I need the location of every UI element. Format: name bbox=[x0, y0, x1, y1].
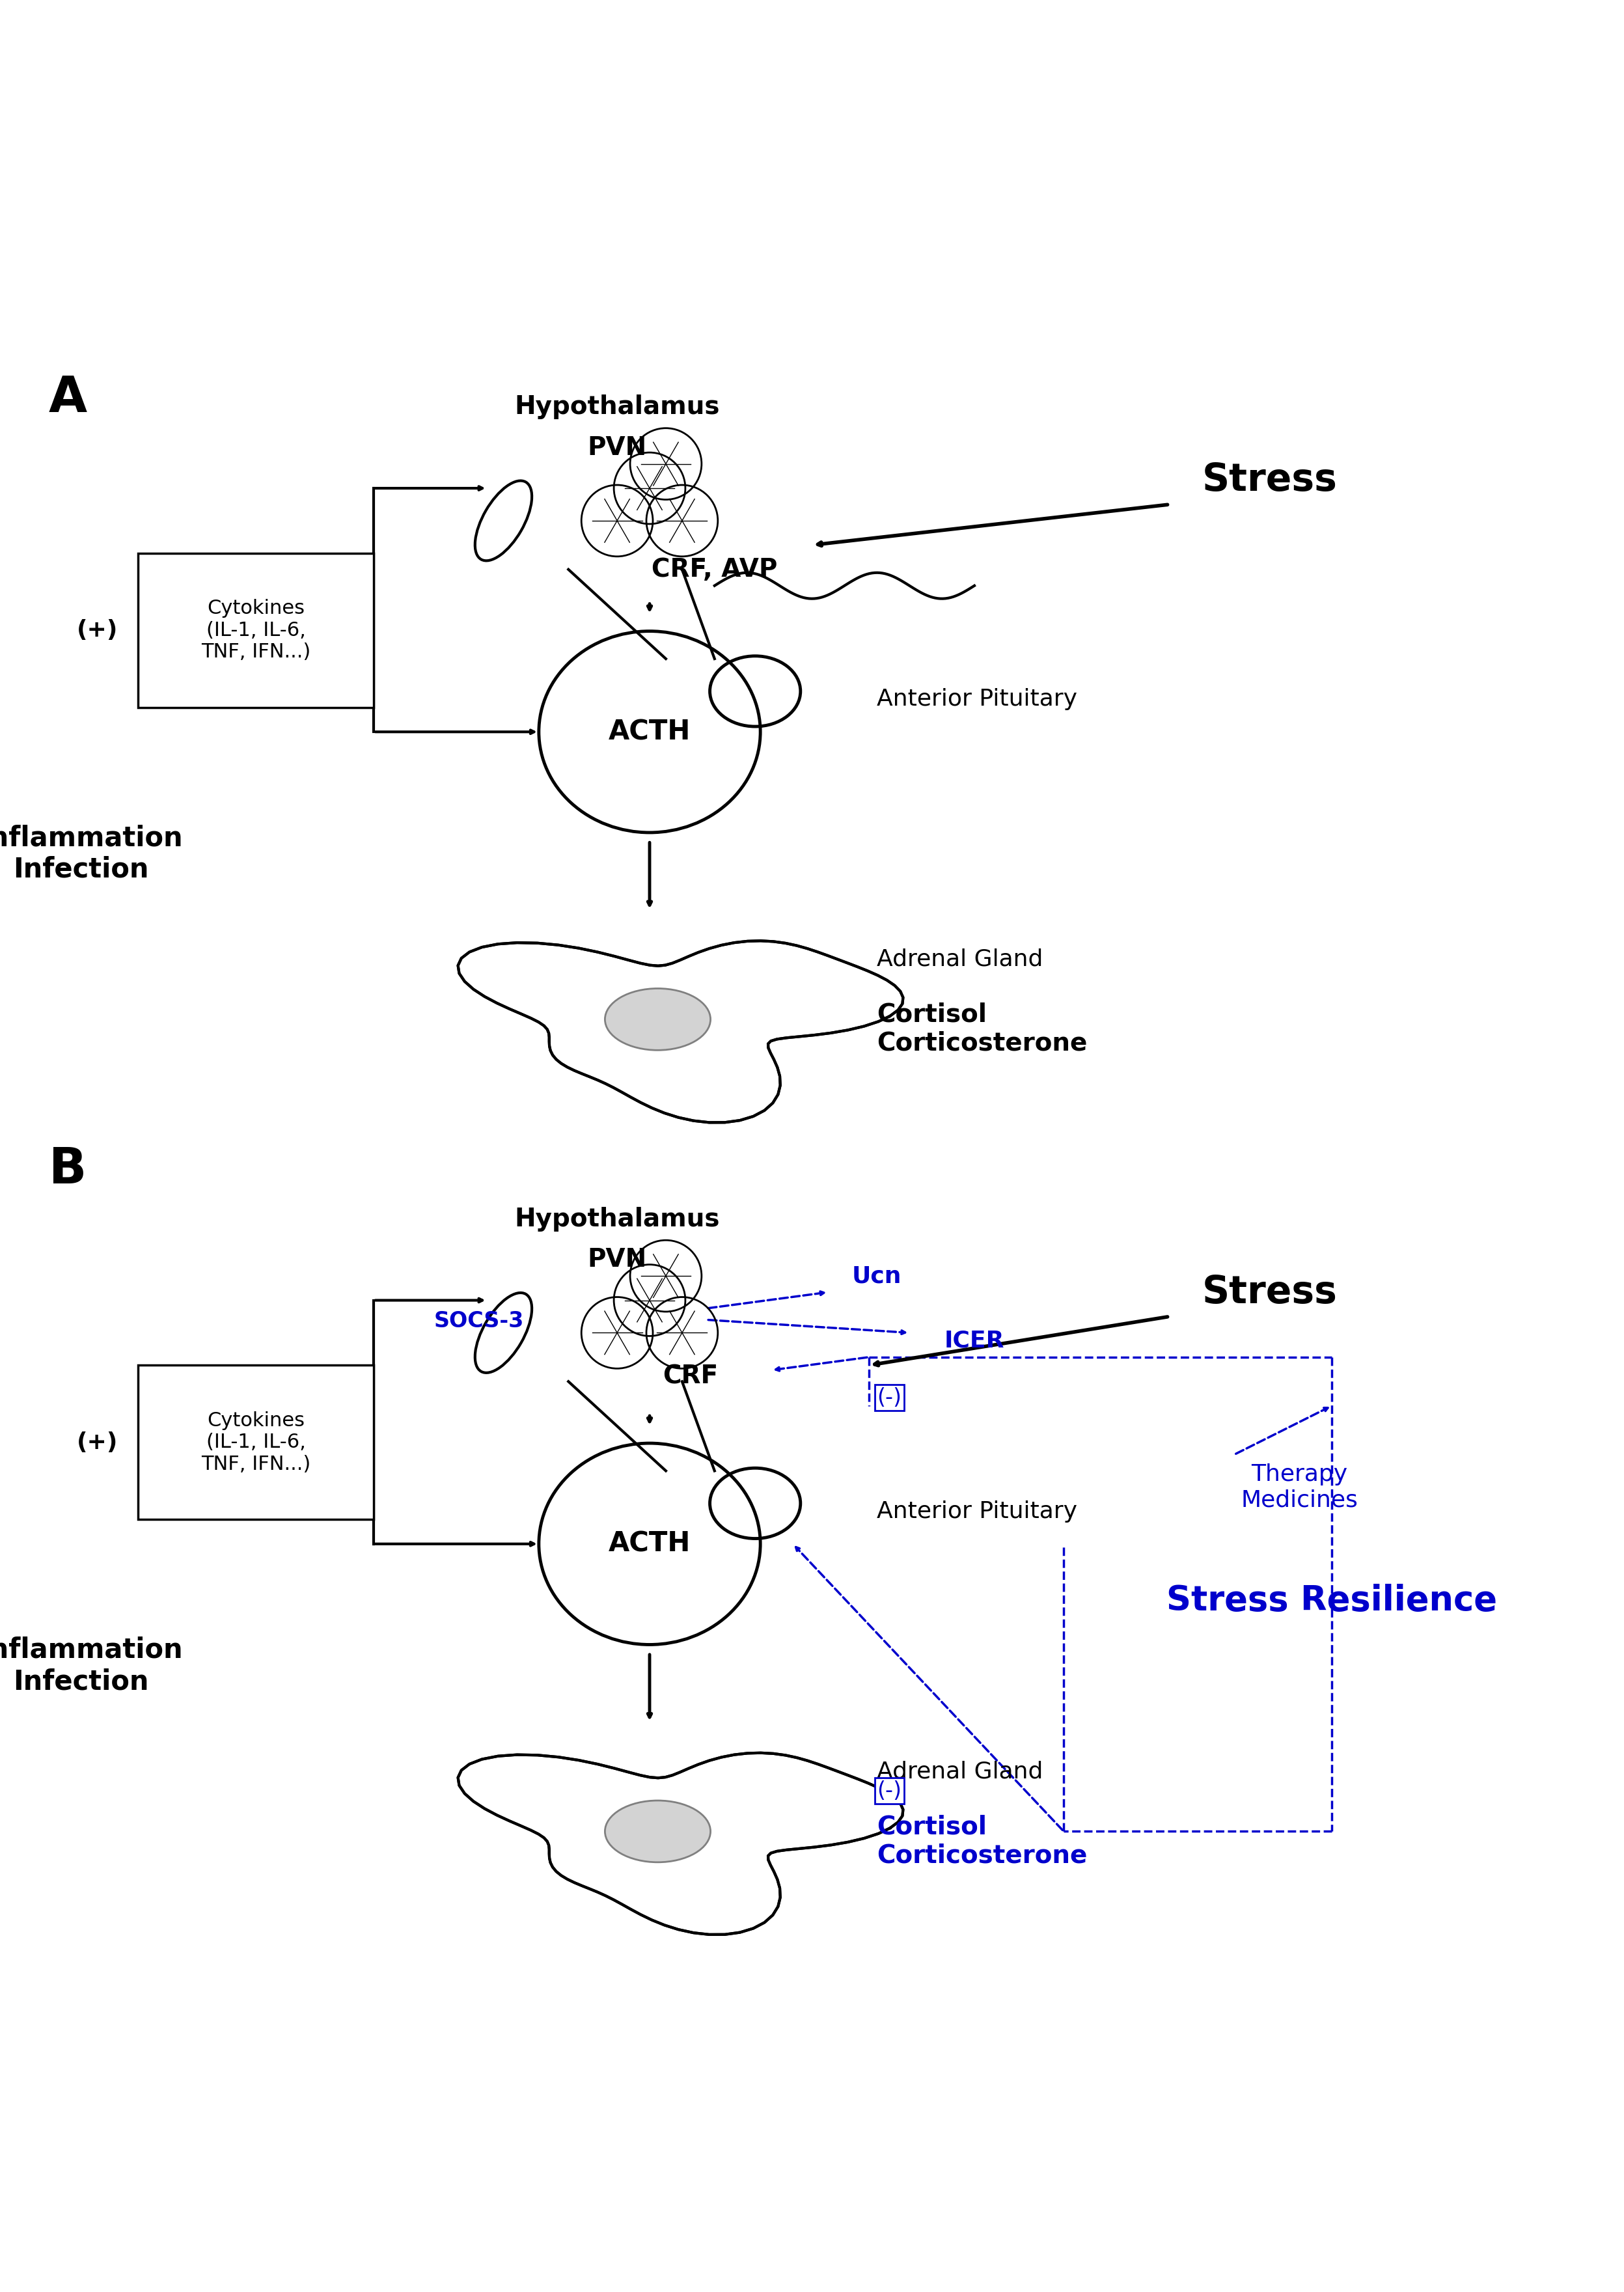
Text: SOCS-3: SOCS-3 bbox=[434, 1311, 525, 1332]
FancyBboxPatch shape bbox=[138, 1366, 374, 1520]
Text: Adrenal Gland: Adrenal Gland bbox=[877, 1760, 1043, 1783]
Text: Stress: Stress bbox=[1202, 461, 1337, 500]
Text: Stress Resilience: Stress Resilience bbox=[1166, 1584, 1497, 1618]
Text: PVN: PVN bbox=[588, 1247, 646, 1272]
Text: B: B bbox=[49, 1146, 86, 1194]
Text: (-): (-) bbox=[877, 1387, 901, 1410]
Ellipse shape bbox=[604, 1802, 711, 1861]
Text: ACTH: ACTH bbox=[609, 717, 690, 745]
Text: ACTH: ACTH bbox=[609, 1531, 690, 1559]
Text: Inflammation
Infection: Inflammation Infection bbox=[0, 825, 184, 882]
Text: Cortisol
Corticosterone: Cortisol Corticosterone bbox=[877, 1815, 1088, 1868]
Text: Therapy
Medicines: Therapy Medicines bbox=[1241, 1462, 1358, 1510]
Text: CRF: CRF bbox=[663, 1364, 718, 1389]
Text: Ucn: Ucn bbox=[853, 1265, 901, 1288]
Text: Adrenal Gland: Adrenal Gland bbox=[877, 949, 1043, 970]
Polygon shape bbox=[458, 940, 903, 1123]
Polygon shape bbox=[458, 1753, 903, 1934]
Text: Anterior Pituitary: Anterior Pituitary bbox=[877, 688, 1077, 711]
Text: Stress: Stress bbox=[1202, 1274, 1337, 1311]
Ellipse shape bbox=[604, 988, 711, 1050]
Text: Anterior Pituitary: Anterior Pituitary bbox=[877, 1501, 1077, 1522]
Text: Cytokines
(IL-1, IL-6,
TNF, IFN...): Cytokines (IL-1, IL-6, TNF, IFN...) bbox=[201, 1412, 310, 1474]
Text: PVN: PVN bbox=[588, 435, 646, 461]
Text: (+): (+) bbox=[76, 1430, 119, 1453]
Text: A: A bbox=[49, 374, 88, 422]
Text: Hypothalamus: Hypothalamus bbox=[515, 394, 719, 419]
Text: (+): (+) bbox=[76, 619, 119, 642]
Text: Cytokines
(IL-1, IL-6,
TNF, IFN...): Cytokines (IL-1, IL-6, TNF, IFN...) bbox=[201, 598, 310, 662]
Text: CRF, AVP: CRF, AVP bbox=[651, 557, 778, 582]
Text: Hypothalamus: Hypothalamus bbox=[515, 1206, 719, 1231]
Text: Inflammation
Infection: Inflammation Infection bbox=[0, 1636, 184, 1696]
Text: ICER: ICER bbox=[944, 1329, 1005, 1352]
Text: Cortisol
Corticosterone: Cortisol Corticosterone bbox=[877, 1002, 1088, 1057]
FancyBboxPatch shape bbox=[138, 552, 374, 708]
Text: (-): (-) bbox=[877, 1781, 901, 1802]
